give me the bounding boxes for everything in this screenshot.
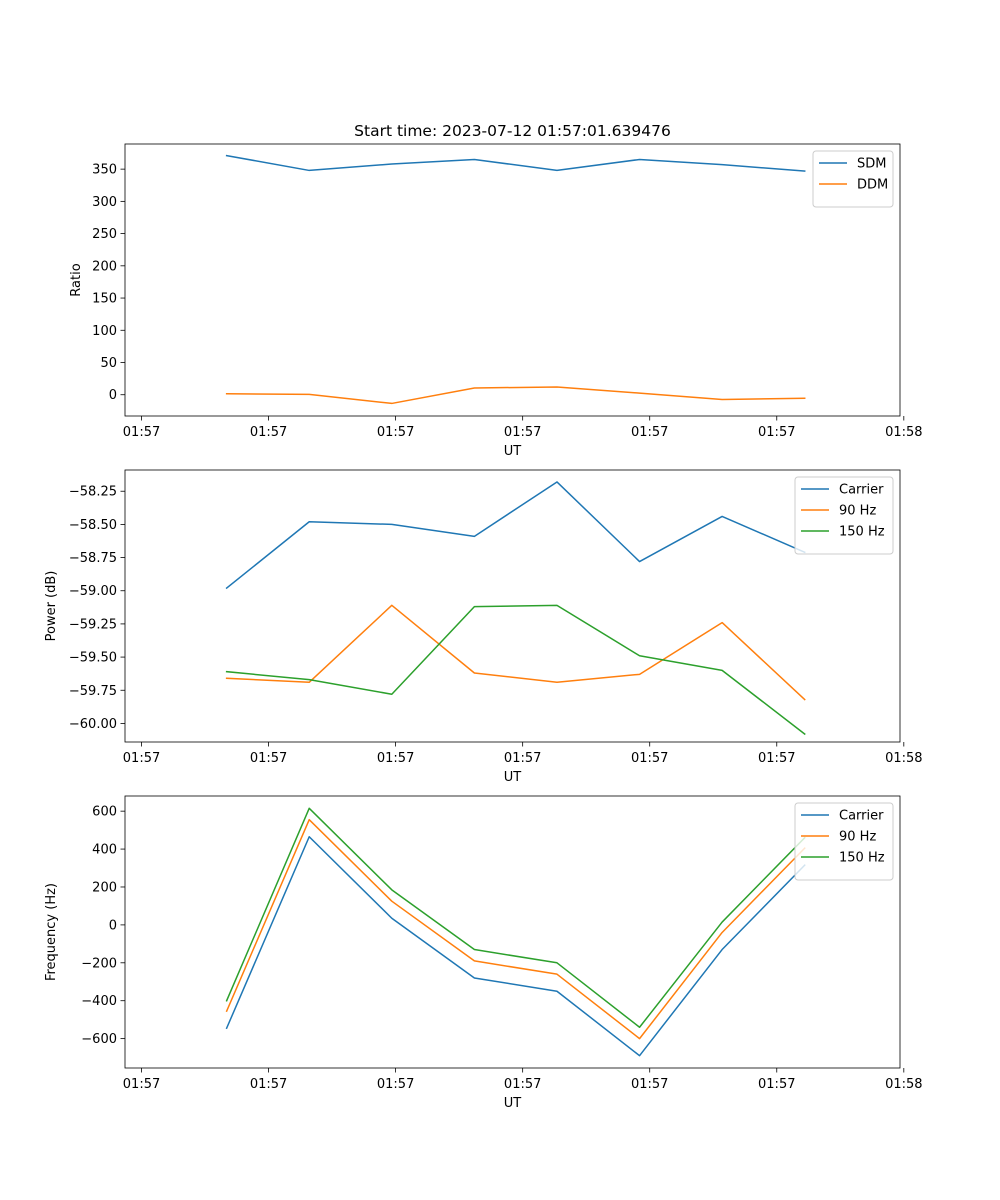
y-tick-label-power: −58.75	[69, 551, 117, 566]
x-axis-label-power: UT	[504, 770, 522, 785]
y-tick-label-power: −59.25	[69, 617, 117, 632]
y-tick-label-power: −58.25	[69, 485, 117, 500]
x-tick-label-power: 01:57	[250, 751, 287, 766]
y-tick-label-ratio: 300	[92, 195, 117, 210]
series-line-frequency-carrier	[225, 836, 806, 1057]
y-tick-label-ratio: 0	[109, 388, 117, 403]
legend-box-ratio	[812, 150, 894, 208]
y-tick-label-ratio: 200	[92, 259, 117, 274]
x-tick-label-ratio: 01:57	[377, 425, 414, 440]
x-tick-label-ratio: 01:57	[631, 425, 668, 440]
legend-label-frequency: 150 Hz	[839, 851, 885, 866]
chart-panel-power: 01:57 01:57 01:57 01:57 01:57 01:57 01:58 −60.0…	[44, 469, 923, 785]
y-tick-label-frequency: 600	[92, 805, 117, 820]
x-tick-label-power: 01:58	[885, 751, 922, 766]
chart-title: Start time: 2023-07-12 01:57:01.639476	[354, 122, 671, 140]
x-tick-label-frequency: 01:57	[377, 1077, 414, 1092]
axes-frame-frequency	[124, 795, 901, 1069]
x-tick-label-power: 01:57	[631, 751, 668, 766]
y-tick-label-ratio: 350	[92, 163, 117, 178]
legend-label-power: 90 Hz	[839, 504, 876, 519]
x-tick-label-frequency: 01:57	[123, 1077, 160, 1092]
legend-box-frequency	[794, 802, 894, 881]
x-tick-label-power: 01:57	[123, 751, 160, 766]
legend-frequency: Carrier 90 Hz 150 Hz	[794, 802, 894, 881]
series-line-ratio-sdm	[225, 154, 806, 172]
y-axis-label-frequency: Frequency (Hz)	[44, 883, 59, 981]
legend-label-frequency: Carrier	[839, 809, 884, 824]
chart-panel-frequency: 01:57 01:57 01:57 01:57 01:57 01:57 01:58 −600 −…	[44, 795, 923, 1111]
axes-frame-ratio	[124, 143, 901, 417]
chart-panel-ratio: 01:57 01:57 01:57 01:57 01:57 01:57 01:58 0 50 10…	[69, 143, 923, 459]
y-tick-label-ratio: 250	[92, 227, 117, 242]
series-line-power-carrier	[225, 481, 806, 590]
y-tick-label-ratio: 150	[92, 292, 117, 307]
legend-label-ratio: DDM	[857, 178, 888, 193]
series-line-frequency-150-hz	[225, 807, 806, 1028]
series-line-power-90-hz	[225, 604, 806, 701]
series-line-power-150-hz	[225, 604, 806, 736]
y-tick-label-frequency: −200	[81, 956, 117, 971]
legend-power: Carrier 90 Hz 150 Hz	[794, 476, 894, 555]
x-tick-label-power: 01:57	[758, 751, 795, 766]
y-tick-label-frequency: −400	[81, 994, 117, 1009]
x-tick-label-frequency: 01:57	[758, 1077, 795, 1092]
legend-label-frequency: 90 Hz	[839, 830, 876, 845]
y-tick-label-frequency: −600	[81, 1032, 117, 1047]
y-tick-label-power: −59.75	[69, 684, 117, 699]
y-tick-label-ratio: 100	[92, 324, 117, 339]
y-tick-label-ratio: 50	[100, 356, 117, 371]
y-tick-label-power: −58.50	[69, 518, 117, 533]
legend-label-power: 150 Hz	[839, 525, 885, 540]
x-tick-label-ratio: 01:57	[123, 425, 160, 440]
y-tick-label-power: −59.00	[69, 584, 117, 599]
x-axis-label-ratio: UT	[504, 444, 522, 459]
legend-ratio: SDM DDM	[812, 150, 894, 208]
x-tick-label-ratio: 01:58	[885, 425, 922, 440]
y-tick-label-power: −59.50	[69, 651, 117, 666]
y-axis-label-power: Power (dB)	[44, 571, 59, 642]
axes-frame-power	[124, 469, 901, 743]
legend-box-power	[794, 476, 894, 555]
panels: 01:57 01:57 01:57 01:57 01:57 01:57 01:58 0 50 10…	[44, 143, 923, 1111]
x-tick-label-ratio: 01:57	[758, 425, 795, 440]
y-tick-label-power: −60.00	[69, 717, 117, 732]
x-tick-label-frequency: 01:57	[250, 1077, 287, 1092]
x-tick-label-power: 01:57	[504, 751, 541, 766]
legend-label-power: Carrier	[839, 483, 884, 498]
y-axis-label-ratio: Ratio	[69, 263, 84, 296]
series-line-ratio-ddm	[225, 386, 806, 405]
y-tick-label-frequency: 0	[109, 918, 117, 933]
x-tick-label-ratio: 01:57	[504, 425, 541, 440]
x-tick-label-power: 01:57	[377, 751, 414, 766]
x-tick-label-frequency: 01:58	[885, 1077, 922, 1092]
legend-label-ratio: SDM	[857, 157, 886, 172]
y-tick-label-frequency: 200	[92, 880, 117, 895]
x-tick-label-frequency: 01:57	[631, 1077, 668, 1092]
x-tick-label-ratio: 01:57	[250, 425, 287, 440]
series-line-frequency-90-hz	[225, 818, 806, 1040]
x-tick-label-frequency: 01:57	[504, 1077, 541, 1092]
x-axis-label-frequency: UT	[504, 1096, 522, 1111]
y-tick-label-frequency: 400	[92, 843, 117, 858]
